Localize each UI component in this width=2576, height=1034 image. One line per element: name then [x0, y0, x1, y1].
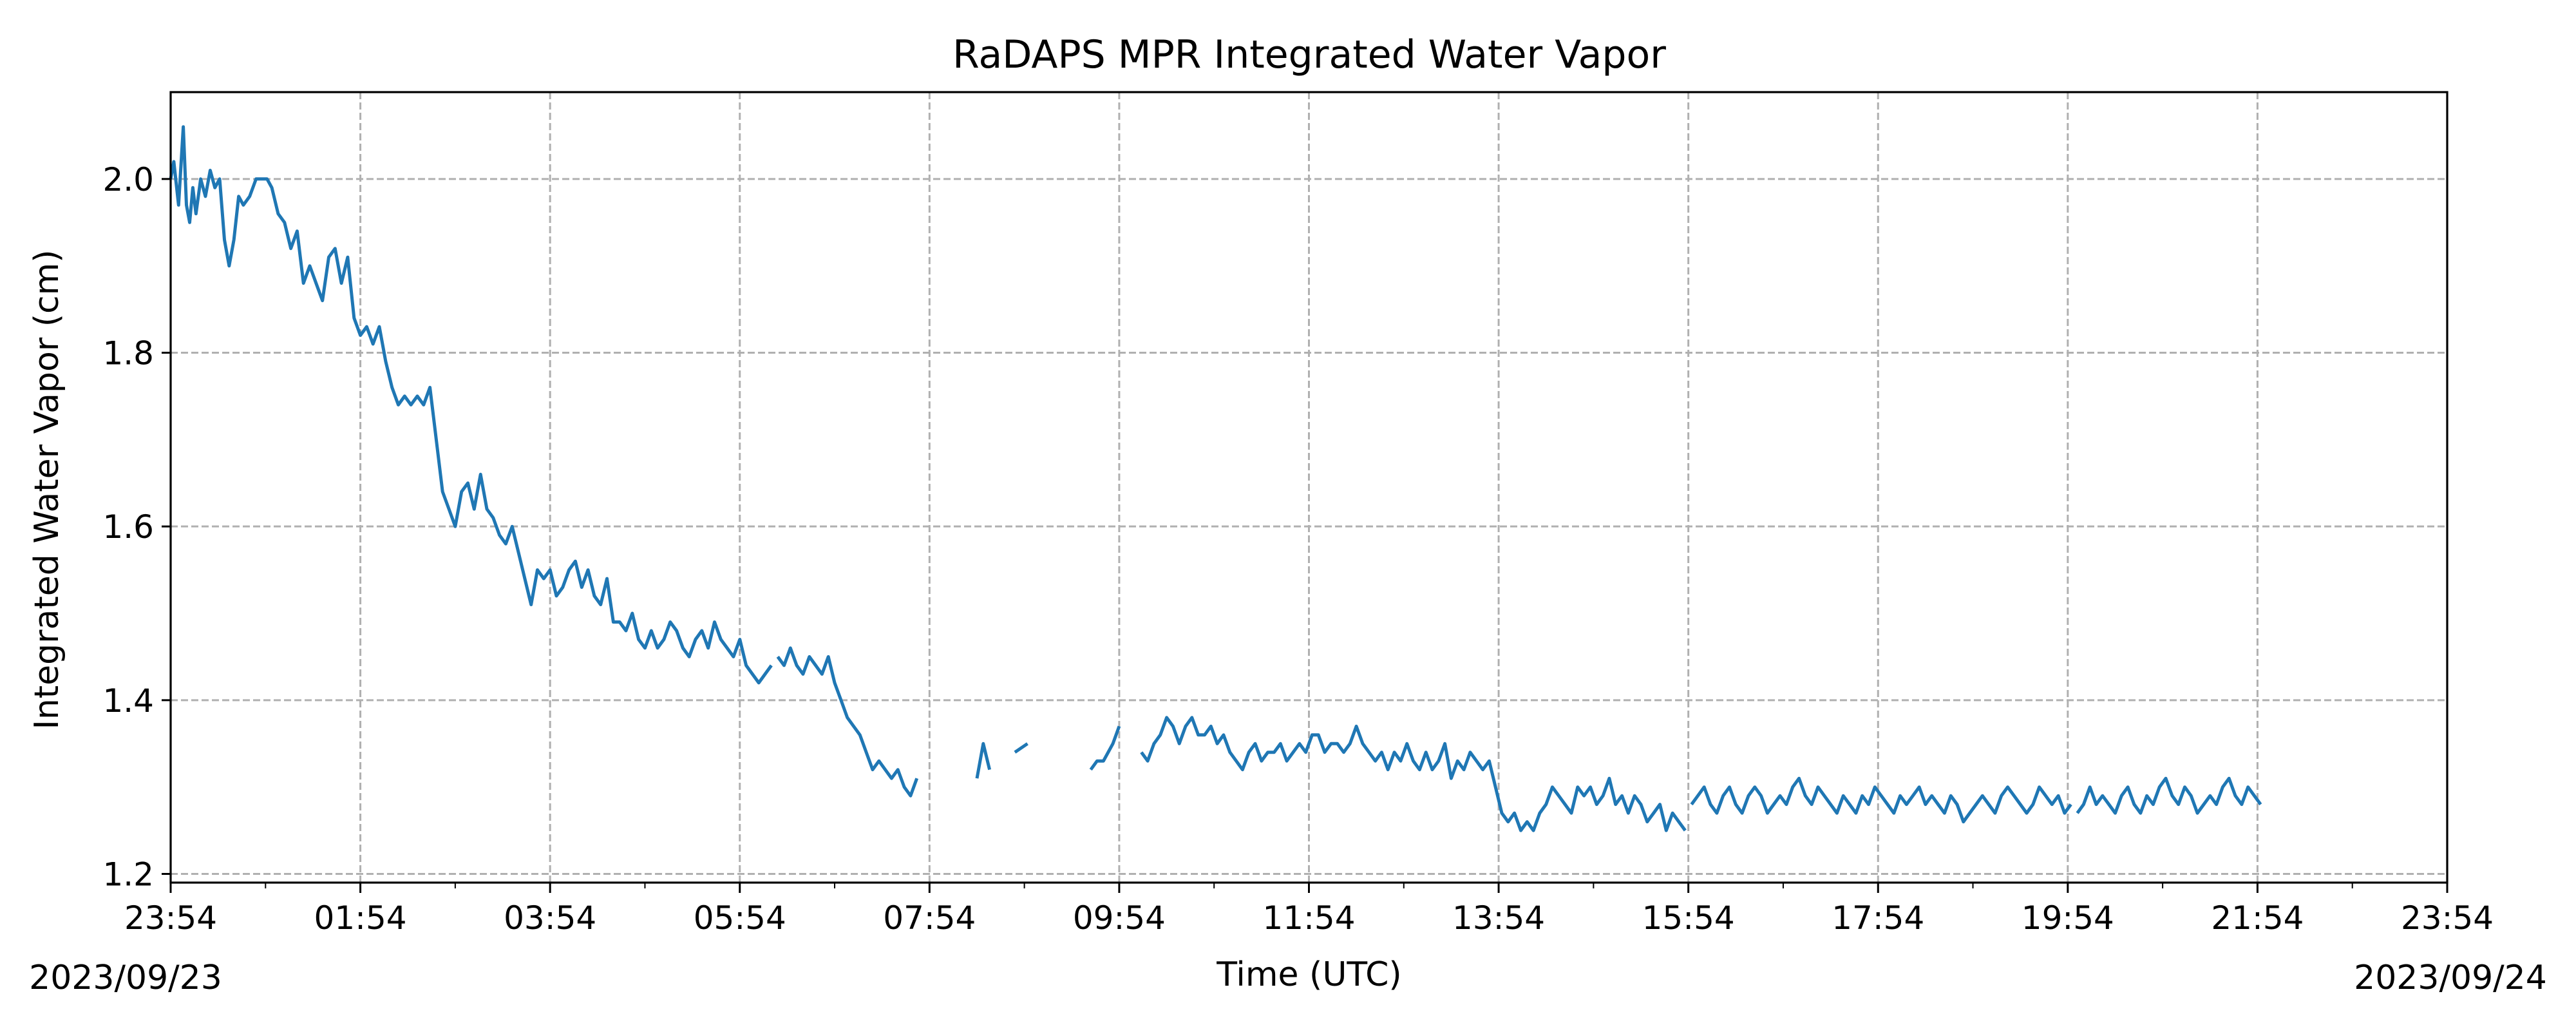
series-segment — [1089, 725, 1121, 771]
series-segment — [975, 742, 992, 779]
series-segment — [776, 646, 919, 798]
y-axis-label: Integrated Water Vapor (cm) — [28, 249, 66, 729]
x-tick-label: 21:54 — [2211, 899, 2304, 937]
x-tick-label: 13:54 — [1452, 899, 1545, 937]
x-tick-label: 15:54 — [1642, 899, 1735, 937]
series-segment — [2076, 776, 2262, 815]
x-tick-label: 23:54 — [124, 899, 217, 937]
series-segment — [1140, 716, 1687, 832]
series-segment — [1014, 742, 1028, 754]
x-tick-label: 09:54 — [1073, 899, 1166, 937]
end-date-label: 2023/09/24 — [2354, 959, 2547, 997]
y-tick-label: 1.6 — [102, 508, 154, 546]
y-tick-label: 1.8 — [102, 335, 154, 372]
y-tick-label: 1.4 — [102, 682, 154, 720]
grid — [169, 92, 2448, 883]
series-segment — [1690, 776, 2072, 824]
y-tick-label: 2.0 — [102, 161, 154, 198]
x-tick-label: 03:54 — [504, 899, 596, 937]
start-date-label: 2023/09/23 — [29, 959, 222, 997]
series-line — [169, 125, 2262, 832]
axis-ticks: 1.2 1.4 1.6 1.8 2.0 23:54 01:54 03:54 05:54 07:54… — [102, 161, 2494, 937]
x-tick-label: 11:54 — [1262, 899, 1355, 937]
x-tick-label: 01:54 — [314, 899, 407, 937]
x-tick-label: 05:54 — [694, 899, 786, 937]
series-segment — [169, 125, 773, 685]
chart-title: RaDAPS MPR Integrated Water Vapor — [952, 32, 1666, 77]
x-axis-label: Time (UTC) — [1216, 955, 1401, 994]
x-tick-label: 23:54 — [2401, 899, 2494, 937]
x-tick-label: 07:54 — [883, 899, 976, 937]
x-tick-label: 19:54 — [2022, 899, 2114, 937]
y-tick-label: 1.2 — [102, 856, 154, 894]
x-tick-label: 17:54 — [1832, 899, 1924, 937]
